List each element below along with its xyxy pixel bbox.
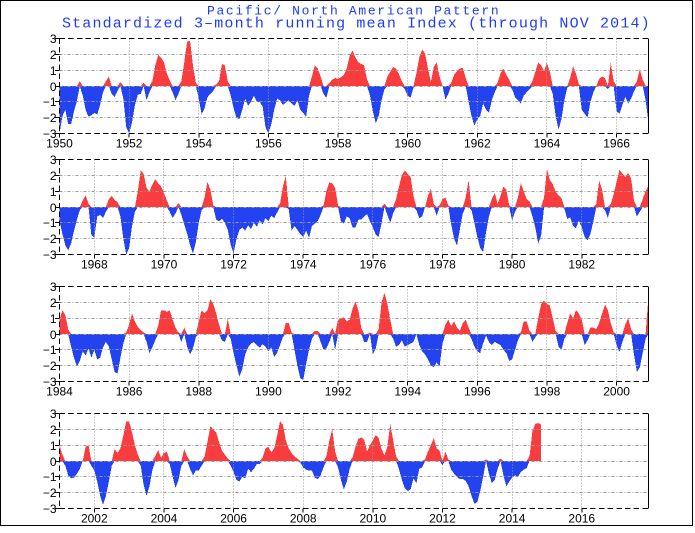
svg-text:1982: 1982: [568, 257, 595, 271]
svg-text:2016: 2016: [568, 511, 595, 525]
svg-text:1964: 1964: [534, 136, 561, 150]
svg-text:1996: 1996: [464, 384, 491, 398]
svg-text:1956: 1956: [255, 136, 282, 150]
svg-text:1: 1: [50, 185, 57, 199]
svg-text:2: 2: [50, 423, 57, 437]
svg-text:1974: 1974: [290, 257, 317, 271]
svg-text:1978: 1978: [429, 257, 456, 271]
svg-text:1984: 1984: [46, 384, 73, 398]
svg-text:−1: −1: [43, 216, 57, 230]
svg-text:1: 1: [50, 439, 57, 453]
svg-text:1972: 1972: [220, 257, 247, 271]
svg-text:3: 3: [50, 153, 57, 167]
svg-text:2008: 2008: [290, 511, 317, 525]
svg-text:2000: 2000: [603, 384, 630, 398]
svg-text:−2: −2: [43, 486, 57, 500]
svg-text:1950: 1950: [46, 136, 73, 150]
svg-text:2006: 2006: [220, 511, 247, 525]
svg-text:0: 0: [50, 455, 57, 469]
svg-text:−1: −1: [43, 470, 57, 484]
svg-text:1968: 1968: [81, 257, 108, 271]
svg-text:1980: 1980: [499, 257, 526, 271]
svg-text:−2: −2: [43, 359, 57, 373]
svg-text:1962: 1962: [464, 136, 491, 150]
svg-text:3: 3: [50, 407, 57, 421]
svg-text:1976: 1976: [360, 257, 387, 271]
svg-text:1998: 1998: [534, 384, 561, 398]
svg-text:2: 2: [50, 169, 57, 183]
svg-text:2: 2: [50, 48, 57, 62]
svg-text:−3: −3: [43, 502, 57, 516]
svg-text:−3: −3: [43, 248, 57, 262]
svg-text:2014: 2014: [499, 511, 526, 525]
svg-text:0: 0: [50, 201, 57, 215]
svg-text:0: 0: [50, 80, 57, 94]
svg-text:2012: 2012: [429, 511, 456, 525]
svg-text:−3: −3: [43, 127, 57, 141]
svg-text:1992: 1992: [325, 384, 352, 398]
svg-text:Standardized 3–month running m: Standardized 3–month running mean Index …: [62, 16, 651, 33]
svg-text:−2: −2: [43, 232, 57, 246]
svg-text:2010: 2010: [360, 511, 387, 525]
svg-text:−3: −3: [43, 375, 57, 389]
svg-text:1990: 1990: [255, 384, 282, 398]
svg-text:3: 3: [50, 280, 57, 294]
svg-text:0: 0: [50, 328, 57, 342]
svg-text:1960: 1960: [394, 136, 421, 150]
svg-text:1954: 1954: [185, 136, 212, 150]
svg-text:−1: −1: [43, 95, 57, 109]
svg-text:−2: −2: [43, 111, 57, 125]
svg-text:−1: −1: [43, 343, 57, 357]
svg-text:1970: 1970: [151, 257, 178, 271]
svg-text:3: 3: [50, 32, 57, 46]
svg-text:1958: 1958: [325, 136, 352, 150]
svg-text:1: 1: [50, 64, 57, 78]
svg-text:1952: 1952: [116, 136, 143, 150]
svg-text:1966: 1966: [603, 136, 630, 150]
svg-text:1994: 1994: [394, 384, 421, 398]
svg-text:2004: 2004: [151, 511, 178, 525]
svg-text:1: 1: [50, 312, 57, 326]
svg-text:1988: 1988: [185, 384, 212, 398]
svg-text:Pacific/ North American Patter: Pacific/ North American Pattern: [207, 3, 500, 18]
svg-text:2002: 2002: [81, 511, 108, 525]
svg-text:1986: 1986: [116, 384, 143, 398]
svg-text:2: 2: [50, 296, 57, 310]
